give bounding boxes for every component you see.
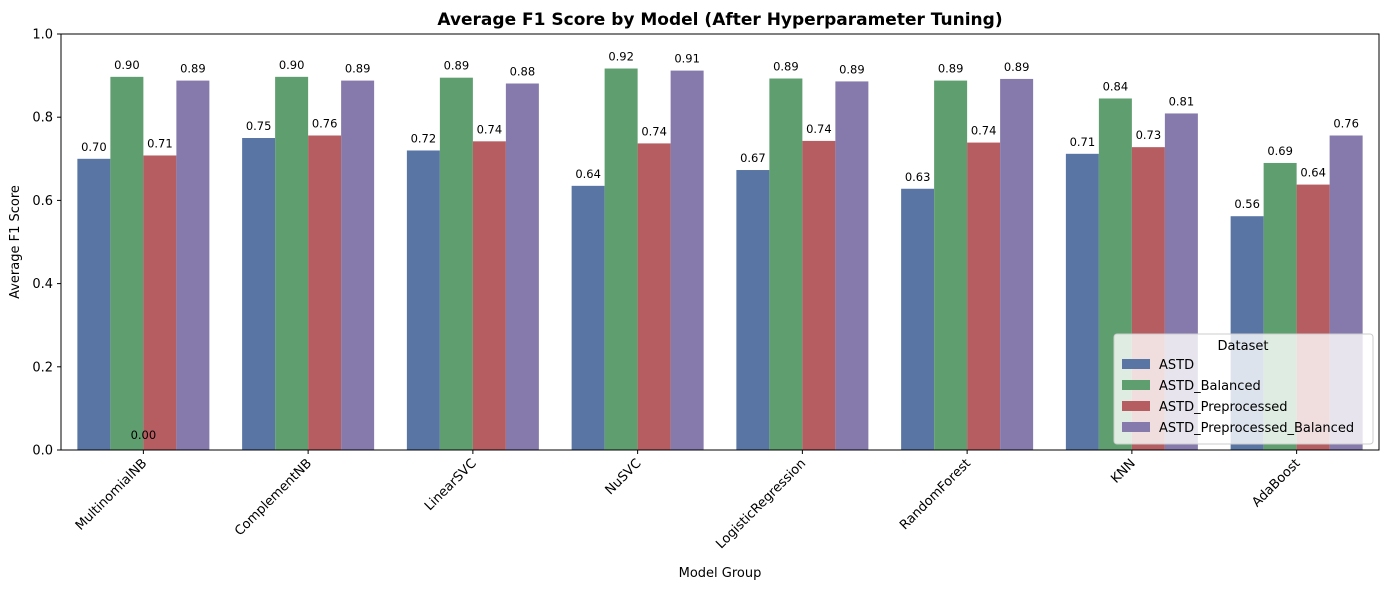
- plot-frame: [60, 33, 1380, 451]
- x-tick-label-complementnb: ComplementNB: [232, 456, 315, 539]
- legend-label-astd-balanced: ASTD_Balanced: [1159, 379, 1261, 394]
- bar-multinomialnb-astd-preprocessed: [143, 155, 177, 451]
- bar-multinomialnb-astd: [77, 158, 111, 451]
- x-tick-label-linearsvc: LinearSVC: [422, 456, 480, 514]
- data-label-linearsvc-astd-balanced: 0.89: [444, 59, 470, 73]
- data-label-complementnb-astd-preprocessed: 0.76: [312, 117, 338, 131]
- bar-complementnb-astd-preprocessed-balanced: [341, 80, 375, 450]
- bar-randomforest-astd-balanced: [934, 80, 968, 450]
- data-label-linearsvc-astd-preprocessed: 0.74: [477, 122, 503, 136]
- legend-label-astd-preprocessed-balanced: ASTD_Preprocessed_Balanced: [1159, 421, 1354, 436]
- bar-linearsvc-astd-preprocessed: [472, 141, 506, 450]
- legend-label-astd: ASTD: [1159, 358, 1194, 373]
- x-tick-label-multinomialnb: MultinomialNB: [73, 456, 150, 533]
- data-label-randomforest-astd-preprocessed-balanced: 0.89: [1004, 60, 1030, 74]
- bar-linearsvc-astd-preprocessed-balanced: [505, 83, 539, 450]
- y-tick-label: 1.0: [32, 28, 53, 43]
- x-axis-label: Model Group: [679, 566, 762, 581]
- data-label-multinomialnb-astd-preprocessed-balanced: 0.89: [180, 62, 206, 76]
- legend-swatch-astd-balanced: [1122, 380, 1150, 390]
- data-label-knn-astd-balanced: 0.84: [1103, 79, 1129, 93]
- bar-logisticregression-astd-preprocessed: [802, 140, 836, 451]
- bars-layer: [77, 68, 1363, 451]
- y-tick-label: 0.4: [32, 277, 53, 292]
- data-label-randomforest-astd-preprocessed: 0.74: [971, 124, 997, 138]
- legend-swatch-astd: [1122, 359, 1150, 369]
- bar-multinomialnb-astd-preprocessed-balanced: [176, 80, 210, 450]
- bar-complementnb-astd-balanced: [275, 76, 309, 451]
- y-tick-label: 0.8: [32, 111, 53, 126]
- legend-label-astd-preprocessed: ASTD_Preprocessed: [1159, 400, 1287, 415]
- bar-logisticregression-astd-balanced: [769, 78, 803, 451]
- data-label-randomforest-astd-balanced: 0.89: [938, 62, 964, 76]
- bar-complementnb-astd-preprocessed: [308, 135, 342, 450]
- data-label-knn-astd-preprocessed: 0.73: [1136, 128, 1162, 142]
- data-labels-layer: 0.70 0.90 0.71 0.89 0.75 0.90 0.76 0.89 0.72 0.89…: [81, 50, 1359, 212]
- bar-knn-astd: [1065, 153, 1099, 451]
- bar-randomforest-astd-preprocessed: [967, 142, 1001, 451]
- x-tick-label-randomforest: RandomForest: [897, 456, 974, 533]
- data-label-complementnb-astd-balanced: 0.90: [279, 58, 305, 72]
- data-label-multinomialnb-astd-preprocessed: 0.71: [147, 136, 173, 150]
- x-tick-label-logisticregression: LogisticRegression: [713, 456, 809, 552]
- bar-nusvc-astd-preprocessed-balanced: [670, 70, 704, 450]
- bar-linearsvc-astd-balanced: [439, 77, 473, 451]
- data-label-complementnb-astd: 0.75: [246, 119, 272, 133]
- data-label-knn-astd-preprocessed-balanced: 0.81: [1169, 94, 1195, 108]
- annotation-0: 0.00: [131, 428, 157, 442]
- data-label-adaboost-astd-balanced: 0.69: [1267, 144, 1293, 158]
- data-label-nusvc-astd-balanced: 0.92: [608, 50, 634, 64]
- x-tick-label-adaboost: AdaBoost: [1249, 456, 1303, 510]
- data-label-linearsvc-astd: 0.72: [411, 131, 437, 145]
- bar-randomforest-astd-preprocessed-balanced: [1000, 78, 1034, 450]
- bar-multinomialnb-astd-balanced: [110, 76, 144, 451]
- annotations-layer: 0.00: [131, 428, 157, 442]
- data-label-adaboost-astd-preprocessed: 0.64: [1300, 166, 1326, 180]
- bar-nusvc-astd-balanced: [604, 68, 638, 450]
- bar-complementnb-astd: [242, 138, 276, 450]
- y-tick-label: 0.0: [32, 444, 53, 459]
- bar-nusvc-astd: [571, 185, 605, 450]
- bar-randomforest-astd: [901, 188, 935, 450]
- data-label-logisticregression-astd-preprocessed-balanced: 0.89: [839, 62, 865, 76]
- data-label-linearsvc-astd-preprocessed-balanced: 0.88: [510, 65, 536, 79]
- legend-box: [1113, 333, 1374, 445]
- data-label-nusvc-astd: 0.64: [575, 167, 601, 181]
- data-label-adaboost-astd: 0.56: [1234, 197, 1260, 211]
- data-label-randomforest-astd: 0.63: [905, 170, 931, 184]
- legend-swatch-astd-preprocessed: [1122, 401, 1150, 411]
- data-label-nusvc-astd-preprocessed: 0.74: [641, 124, 667, 138]
- bar-nusvc-astd-preprocessed: [637, 143, 671, 450]
- data-label-knn-astd: 0.71: [1070, 135, 1096, 149]
- data-label-adaboost-astd-preprocessed-balanced: 0.76: [1333, 117, 1359, 131]
- y-tick-label: 0.6: [32, 194, 53, 209]
- legend: Dataset ASTD ASTD_Balanced ASTD_Preprocess…: [1113, 333, 1374, 445]
- y-tick-label: 0.2: [32, 360, 53, 375]
- data-label-multinomialnb-astd-balanced: 0.90: [114, 58, 140, 72]
- data-label-logisticregression-astd-balanced: 0.89: [773, 60, 799, 74]
- data-label-logisticregression-astd-preprocessed: 0.74: [806, 122, 832, 136]
- bar-logisticregression-astd: [736, 170, 770, 451]
- data-label-logisticregression-astd: 0.67: [740, 151, 766, 165]
- legend-title: Dataset: [1218, 339, 1269, 354]
- chart-title: Average F1 Score by Model (After Hyperpa…: [437, 10, 1002, 30]
- data-label-multinomialnb-astd: 0.70: [81, 140, 107, 154]
- legend-items: ASTD ASTD_Balanced ASTD_Preprocessed ASTD_P…: [1122, 358, 1354, 436]
- bar-logisticregression-astd-preprocessed-balanced: [835, 81, 869, 450]
- legend-swatch-astd-preprocessed-balanced: [1122, 422, 1150, 432]
- x-tick-label-knn: KNN: [1108, 456, 1138, 486]
- x-axis: MultinomialNB ComplementNB LinearSVC NuSVC L…: [73, 450, 1303, 552]
- data-label-nusvc-astd-preprocessed-balanced: 0.91: [674, 52, 700, 66]
- x-tick-label-nusvc: NuSVC: [603, 456, 645, 498]
- bar-linearsvc-astd: [406, 150, 440, 451]
- y-axis: 0.0 0.2 0.4 0.6 0.8 1.0: [32, 28, 61, 459]
- y-axis-label: Average F1 Score: [8, 185, 23, 299]
- data-label-complementnb-astd-preprocessed-balanced: 0.89: [345, 62, 371, 76]
